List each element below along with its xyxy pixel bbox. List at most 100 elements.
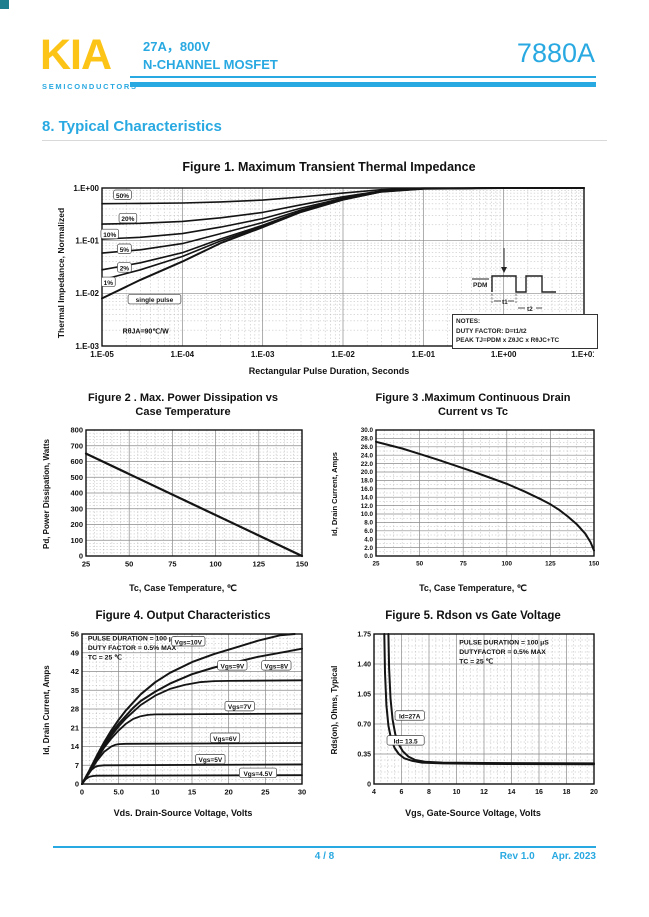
waveform-t1-label: t1 (502, 299, 508, 306)
svg-text:1.E-02: 1.E-02 (75, 289, 99, 298)
notes-line: NOTES: (456, 318, 481, 325)
svg-text:Vgs=5V: Vgs=5V (198, 757, 222, 764)
svg-text:800: 800 (70, 426, 83, 435)
section-divider (42, 140, 607, 141)
svg-text:2%: 2% (120, 266, 130, 273)
svg-text:20: 20 (224, 788, 232, 797)
svg-text:18: 18 (563, 789, 571, 796)
figure3-title-line2: Current vs Tc (437, 405, 509, 418)
svg-text:125: 125 (545, 560, 556, 567)
waveform-t2-label: t2 (527, 306, 533, 312)
svg-text:50: 50 (125, 560, 133, 569)
svg-text:10: 10 (151, 788, 159, 797)
figure4-y-axis-label: Id, Drain Current, Amps (42, 665, 51, 755)
footer-page-number: 4 / 8 (314, 851, 335, 862)
figure2-title-line1: Figure 2 . Max. Power Dissipation vs (87, 392, 279, 404)
svg-text:1.75: 1.75 (357, 631, 371, 638)
figure2-y-axis-label: Pd, Power Dissipation, Watts (42, 439, 51, 549)
svg-text:20.0: 20.0 (361, 469, 374, 476)
figure4-plot: PULSE DURATION = 100 μS DUTY FACTOR = 0.5… (71, 630, 307, 797)
svg-text:600: 600 (70, 457, 83, 466)
svg-text:25: 25 (261, 788, 269, 797)
svg-text:35: 35 (71, 686, 79, 695)
svg-text:200: 200 (70, 520, 83, 529)
svg-text:100: 100 (209, 560, 222, 569)
svg-text:49: 49 (71, 648, 79, 657)
figure3-x-axis-label: Tc, Case Temperature, ℃ (419, 583, 527, 593)
brand-logo-subtext: SEMICONDUCTORS (42, 82, 138, 91)
svg-text:single pulse: single pulse (136, 297, 174, 304)
svg-text:125: 125 (253, 560, 266, 569)
svg-text:TC = 25 ℃: TC = 25 ℃ (459, 657, 493, 665)
svg-text:21: 21 (71, 723, 79, 732)
svg-text:8.0: 8.0 (364, 520, 373, 527)
svg-text:1.E+00: 1.E+00 (491, 350, 517, 359)
svg-text:PULSE DURATION = 100 μS: PULSE DURATION = 100 μS (88, 636, 178, 643)
svg-text:Vgs=8V: Vgs=8V (264, 663, 288, 670)
svg-text:1.E+01: 1.E+01 (571, 350, 594, 359)
svg-text:6.0: 6.0 (364, 528, 373, 535)
figure1-plot: 50% 20% 10% 5% 2% 1% single pulse RθJA=90℃/W 1.E… (73, 184, 594, 359)
svg-text:DUTY FACTOR = 0.5% MAX: DUTY FACTOR = 0.5% MAX (88, 645, 177, 652)
svg-text:150: 150 (589, 560, 600, 567)
svg-text:42: 42 (71, 667, 79, 676)
svg-text:0: 0 (75, 780, 79, 789)
svg-text:Vgs=6V: Vgs=6V (213, 736, 237, 743)
svg-text:1.40: 1.40 (357, 661, 371, 668)
svg-text:Vgs=4.5V: Vgs=4.5V (243, 771, 273, 778)
svg-text:16: 16 (535, 789, 543, 796)
svg-text:0: 0 (80, 788, 84, 797)
svg-text:28.0: 28.0 (361, 436, 374, 443)
footer-revision: Rev 1.0 Apr. 2023 (420, 851, 596, 862)
svg-text:0: 0 (367, 781, 371, 788)
svg-text:20%: 20% (121, 216, 134, 223)
svg-text:TC = 25 ℃: TC = 25 ℃ (88, 654, 122, 662)
svg-text:30.0: 30.0 (361, 427, 374, 434)
svg-text:700: 700 (70, 441, 83, 450)
svg-text:14: 14 (508, 789, 516, 796)
svg-text:10.0: 10.0 (361, 511, 374, 518)
figure5-plot: PULSE DURATION = 100 μS DUTYFACTOR = 0.5%… (357, 631, 598, 796)
figure2-title: Figure 2 . Max. Power Dissipation vs Cas… (52, 392, 314, 420)
svg-text:4: 4 (372, 789, 376, 796)
svg-text:75: 75 (460, 560, 468, 567)
svg-text:12.0: 12.0 (361, 503, 374, 510)
svg-text:DUTYFACTOR = 0.5% MAX: DUTYFACTOR = 0.5% MAX (459, 649, 546, 656)
svg-text:14: 14 (71, 742, 80, 751)
svg-text:18.0: 18.0 (361, 478, 374, 485)
svg-text:5%: 5% (120, 247, 130, 254)
product-type: N-CHANNEL MOSFET (143, 56, 278, 72)
svg-text:Vgs=9V: Vgs=9V (220, 663, 244, 670)
svg-text:0.0: 0.0 (364, 553, 373, 560)
svg-text:1.E-04: 1.E-04 (171, 350, 195, 359)
svg-text:25: 25 (372, 560, 380, 567)
svg-text:8: 8 (427, 789, 431, 796)
figure4-title: Figure 4. Output Characteristics (95, 610, 271, 622)
brand-logo: KIA (40, 31, 112, 79)
svg-text:1.E-02: 1.E-02 (331, 350, 355, 359)
svg-text:24.0: 24.0 (361, 452, 374, 459)
notes-line: DUTY FACTOR: D=t1/t2 (456, 327, 527, 335)
svg-text:28: 28 (71, 705, 79, 714)
svg-text:500: 500 (70, 473, 83, 482)
page-corner-accent (0, 0, 9, 9)
svg-text:Vgs=7V: Vgs=7V (228, 704, 252, 711)
product-summary: 27A，800V N-CHANNEL MOSFET (143, 38, 278, 73)
svg-text:400: 400 (70, 489, 83, 498)
svg-text:15: 15 (188, 788, 196, 797)
svg-text:2.0: 2.0 (364, 545, 373, 552)
figure1-title: Figure 1. Maximum Transient Thermal Impe… (182, 160, 476, 174)
figure3-title-line1: Figure 3 .Maximum Continuous Drain (375, 392, 571, 404)
figure1-notes-box: NOTES: DUTY FACTOR: D=t1/t2 PEAK TJ=PDM … (452, 314, 598, 349)
figure3-y-axis-label: Id, Drain Current, Amps (330, 452, 339, 536)
footer-rev-label: Rev 1.0 (499, 851, 535, 862)
svg-text:75: 75 (168, 560, 176, 569)
figure5-x-axis-label: Vgs, Gate-Source Voltage, Volts (405, 808, 541, 818)
figure1-x-axis-label: Rectangular Pulse Duration, Seconds (248, 366, 410, 376)
figure5-y-axis-label: Rds(on), Ohms, Typical (330, 665, 339, 755)
svg-text:1.E-03: 1.E-03 (75, 342, 99, 351)
svg-text:PULSE DURATION = 100 μS: PULSE DURATION = 100 μS (459, 639, 549, 646)
svg-text:25: 25 (82, 560, 90, 569)
pulse-waveform-icon: PDM t1 t2 (472, 248, 556, 312)
